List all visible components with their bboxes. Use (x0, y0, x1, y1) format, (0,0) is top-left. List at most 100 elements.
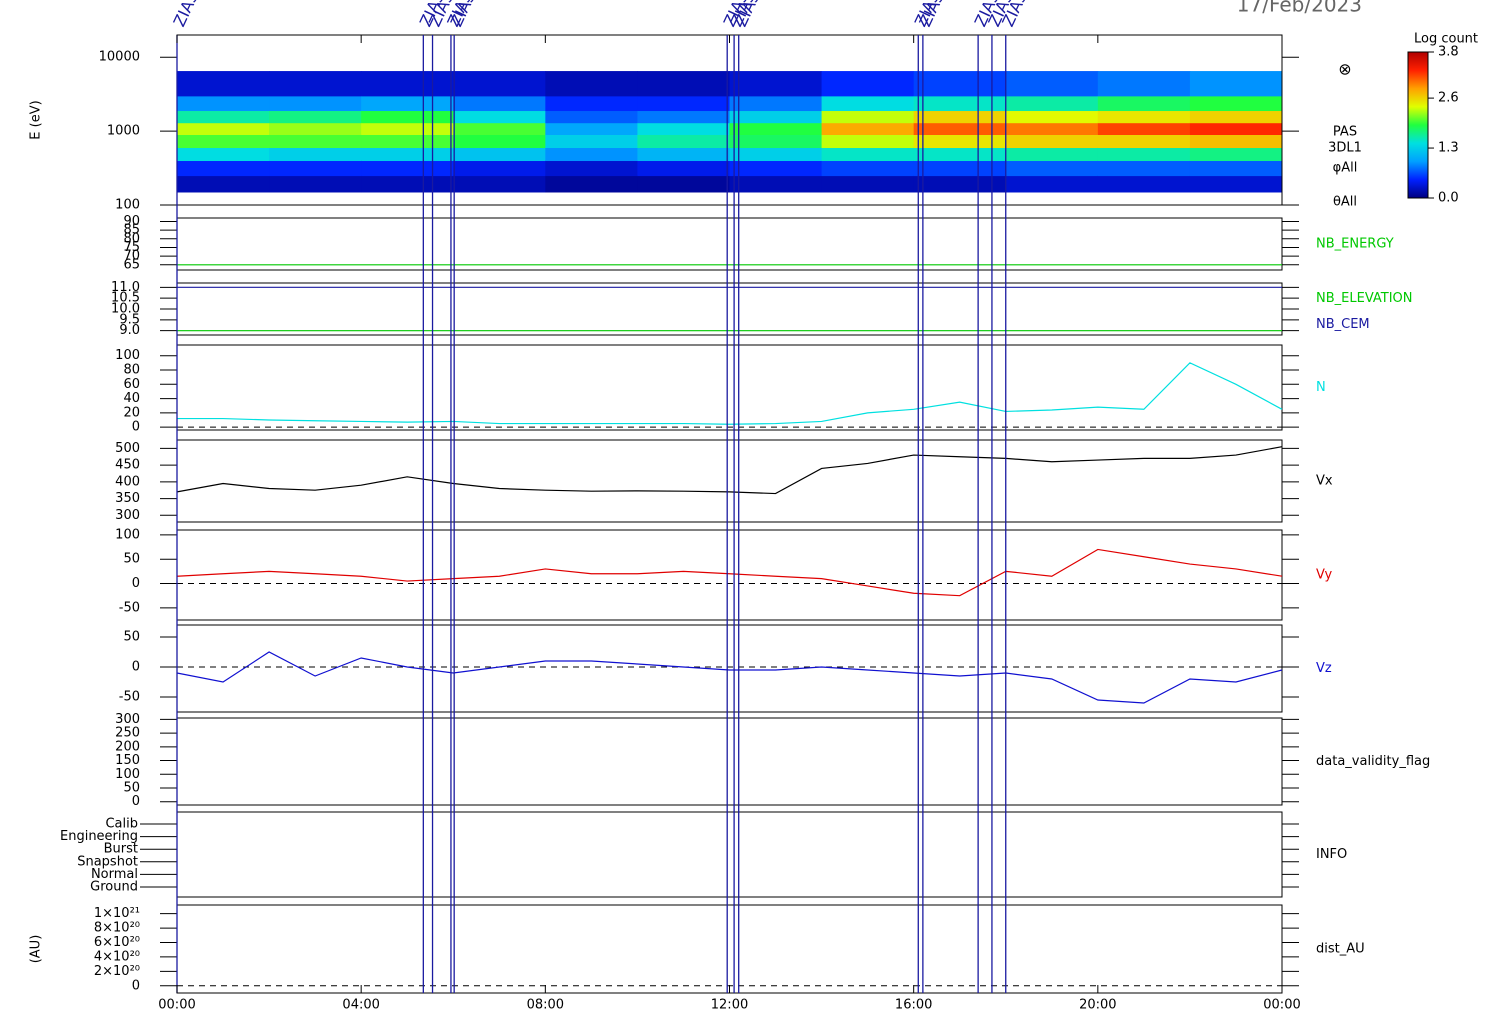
x-tick-label: 20:00 (1079, 998, 1116, 1013)
heatmap-cell (1005, 134, 1099, 149)
heatmap-cell (1189, 122, 1283, 136)
heatmap-cell (269, 160, 362, 177)
y-tick-label: 90 (123, 214, 140, 229)
heatmap-cell (1189, 95, 1283, 112)
heatmap-cell (545, 147, 638, 162)
y-tick-label: 10.5 (111, 291, 140, 306)
side-label: PAS (1333, 125, 1357, 140)
series-name: Vz (1316, 661, 1332, 676)
heatmap-cell (821, 95, 915, 112)
y-tick-label: 400 (115, 474, 140, 489)
y-tick-label: 8×10²⁰ (94, 921, 140, 936)
y-tick-label: 50 (123, 552, 140, 567)
heatmap-cell (821, 175, 915, 193)
heatmap-cell (269, 110, 362, 124)
series-line (177, 362, 1283, 425)
heatmap-cell (269, 122, 362, 136)
heatmap-cell (545, 122, 638, 136)
side-label: 3DL1 (1328, 141, 1362, 156)
heatmap-cell (361, 160, 454, 177)
colorbar-tick-label: 2.6 (1438, 91, 1459, 106)
heatmap-cell (1005, 175, 1099, 193)
panel-frame (176, 904, 1283, 994)
side-label: θAll (1333, 195, 1357, 210)
heatmap-cell (729, 110, 823, 124)
x-tick-label: 04:00 (342, 998, 379, 1013)
heatmap-cell (1097, 134, 1191, 149)
y-tick-label: 0 (132, 576, 140, 591)
heatmap-cell (1189, 134, 1283, 149)
y-category-label: Ground (90, 880, 138, 895)
heatmap-cell (453, 134, 546, 149)
heatmap-cell (361, 110, 454, 124)
heatmap-cell (1097, 71, 1191, 97)
heatmap-cell (729, 122, 823, 136)
panel-label: INFO (1316, 847, 1347, 862)
heatmap-cell (821, 134, 915, 149)
heatmap-cell (1097, 160, 1191, 177)
event-label: ZIAS (169, 0, 202, 30)
heatmap-cell (177, 122, 270, 136)
x-tick-label: 00:00 (1263, 998, 1300, 1013)
series-line (176, 446, 1283, 495)
y-category-label: Engineering (60, 829, 138, 844)
heatmap-cell (637, 160, 730, 177)
heatmap-cell (1189, 175, 1283, 193)
x-tick-label: 08:00 (527, 998, 564, 1013)
heatmap-cell (1005, 95, 1099, 112)
panel-frame (176, 217, 1283, 271)
y-tick-label: 75 (123, 240, 140, 255)
y-tick-label: 11.0 (111, 280, 140, 295)
y-tick-label: 50 (123, 630, 140, 645)
y-tick-label: 6×10²⁰ (94, 935, 140, 950)
series-name: NB_ENERGY (1316, 237, 1394, 252)
heatmap-cell (453, 95, 546, 112)
heatmap-cell (637, 175, 730, 193)
heatmap-cell (269, 175, 362, 193)
heatmap-cell (453, 175, 546, 193)
heatmap-cell (729, 160, 823, 177)
series-line (176, 651, 1283, 704)
series-name: NB_ELEVATION (1316, 291, 1413, 306)
y-tick-label: 0 (132, 420, 140, 435)
heatmap-cell (1097, 122, 1191, 136)
colorbar-tick-label: 0.0 (1438, 191, 1459, 206)
x-tick-label: 16:00 (895, 998, 932, 1013)
y-tick-label: 250 (115, 726, 140, 741)
heatmap-cell (177, 71, 270, 97)
heatmap-cell (269, 71, 362, 97)
date: 17/Feb/2023 (1237, 0, 1362, 17)
heatmap-cell (361, 175, 454, 193)
heatmap-cell (177, 110, 270, 124)
y-tick-label: 1×10²¹ (94, 906, 140, 921)
heatmap-cell (545, 71, 638, 97)
y-tick-label: 100 (115, 198, 140, 213)
heatmap-cell (1189, 71, 1283, 97)
heatmap-cell (913, 160, 1007, 177)
y-category-label: Snapshot (77, 854, 138, 869)
y-tick-label: 0 (132, 794, 140, 809)
y-axis-label: (AU) (29, 935, 44, 964)
heatmap-cell (177, 160, 270, 177)
heatmap-cell (1189, 147, 1283, 162)
y-tick-label: 1000 (107, 124, 140, 139)
y-tick-label: 80 (123, 231, 140, 246)
heatmap-cell (545, 110, 638, 124)
series-name: N (1316, 380, 1326, 395)
heatmap-cell (1005, 71, 1099, 97)
y-tick-label: 10000 (99, 50, 140, 65)
heatmap-cell (361, 134, 454, 149)
heatmap-cell (453, 110, 546, 124)
series-name: Vy (1316, 568, 1333, 583)
x-tick-label: 00:00 (158, 998, 195, 1013)
panel-label: data_validity_flag (1316, 754, 1430, 769)
heatmap-cell (729, 95, 823, 112)
heatmap-cell (637, 71, 730, 97)
heatmap-cell (637, 147, 730, 162)
heatmap-cell (1097, 147, 1191, 162)
y-category-label: Normal (91, 867, 138, 882)
panel-frame (176, 282, 1283, 336)
y-tick-label: 500 (115, 441, 140, 456)
heatmap-cell (177, 95, 270, 112)
